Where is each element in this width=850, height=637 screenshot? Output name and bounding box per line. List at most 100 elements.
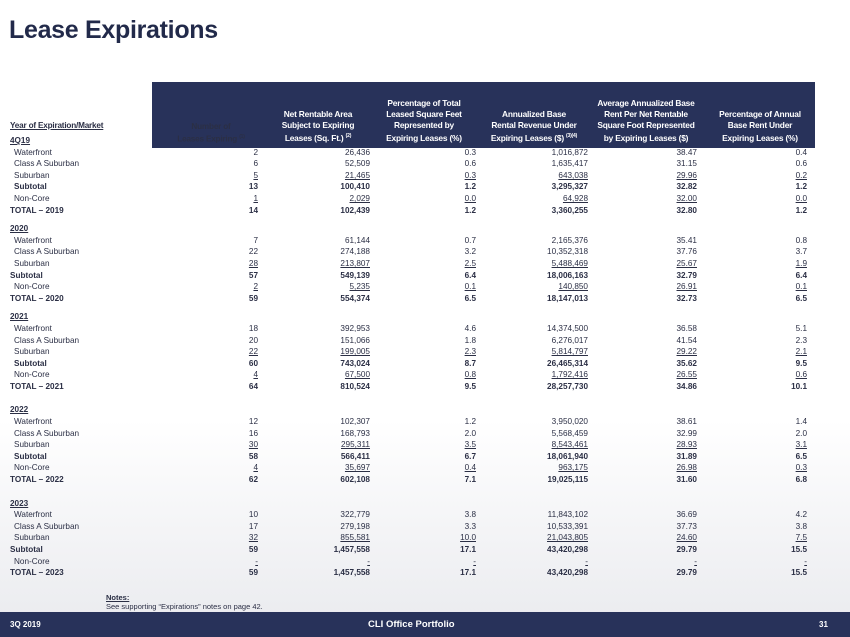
header-line: Expiring Leases ($) (3)(4) <box>474 131 594 144</box>
cell-value: 0.6 <box>795 370 807 380</box>
cell-value: 14,374,500 <box>547 323 588 333</box>
cell-value: 2.3 <box>464 347 476 357</box>
cell-value: 199,005 <box>340 347 370 357</box>
table-row: Class A Suburban 16 168,793 2.0 5,568,459 32.… <box>0 428 850 440</box>
table-row: Suburban 28 213,807 2.5 5,488,469 25.67 1.9 <box>0 258 850 270</box>
cell-value: 6 <box>253 159 258 169</box>
table-row: Class A Suburban 17 279,198 3.3 10,533,391 37… <box>0 521 850 533</box>
cell-value: 8.7 <box>464 358 476 368</box>
table-row: Non-Core 1 2,029 0.0 64,928 32.00 0.0 <box>0 193 850 205</box>
row-label: Suburban <box>14 440 50 450</box>
cell-value: 0.0 <box>795 193 807 203</box>
cell-value: 5,235 <box>349 282 371 292</box>
cell-value: 29.79 <box>676 568 698 578</box>
header-text: Leases Expiring <box>177 134 238 144</box>
header-text: by Expiring Leases ($) <box>603 133 689 143</box>
row-label: TOTAL – 2022 <box>10 475 64 485</box>
cell-value: 28,257,730 <box>547 381 588 391</box>
cell-value: 2,029 <box>349 193 371 203</box>
cell-value: 0.1 <box>795 282 807 292</box>
cell-value: - <box>255 556 258 566</box>
table-row: Waterfront 10 322,779 3.8 11,843,102 36.69 4.2 <box>0 509 850 521</box>
cell-value: 20 <box>248 335 258 345</box>
footnote-ref: (2) <box>345 133 352 140</box>
cell-value: 21,043,805 <box>547 533 588 543</box>
cell-value: 5.1 <box>795 323 807 333</box>
header-text: Square Foot Represented <box>597 120 695 131</box>
header-text: Subject to Expiring <box>281 120 355 131</box>
cell-value: 43,420,298 <box>547 545 588 554</box>
cell-value: 17.1 <box>460 568 476 578</box>
table-row: Class A Suburban 20 151,066 1.8 6,276,017 41.… <box>0 335 850 347</box>
table-row: Non-Core - - - - - - <box>0 556 850 568</box>
cell-value: 41.54 <box>676 335 698 345</box>
header-line: Leases (Sq. Ft.) (2) <box>258 131 378 144</box>
cell-value: 140,850 <box>558 282 588 292</box>
header-line: Expiring Leases (%) <box>700 131 820 144</box>
cell-value: 4 <box>253 463 258 473</box>
year-label: 2022 <box>10 405 29 415</box>
table-row: TOTAL – 2023 59 1,457,558 17.1 43,420,298 29.… <box>0 567 850 579</box>
cell-value: 15.5 <box>791 545 807 554</box>
cell-value: 566,411 <box>340 451 370 461</box>
cell-value: 24.60 <box>676 533 698 543</box>
column-header: Net Rentable Area Subject to Expiring Leas… <box>258 109 378 144</box>
cell-value: 102,307 <box>340 417 370 427</box>
cell-value: 6.7 <box>464 451 476 461</box>
cell-value: 31.89 <box>676 451 698 461</box>
cell-value: 3.5 <box>464 440 476 450</box>
cell-value: - <box>585 556 588 566</box>
cell-value: 1.8 <box>464 335 476 345</box>
cell-value: 26,436 <box>344 147 370 157</box>
row-label: Class A Suburban <box>14 521 80 531</box>
page-title: Lease Expirations <box>9 16 218 44</box>
cell-value: 67,500 <box>344 370 370 380</box>
cell-value: 32.82 <box>676 182 698 192</box>
row-label: TOTAL – 2019 <box>10 205 64 215</box>
header-line: Annualized Base <box>474 109 594 120</box>
footnote-ref: (1) <box>239 134 245 140</box>
header-text: Expiring Leases (%) <box>722 133 798 143</box>
cell-value: 31.60 <box>676 475 698 485</box>
table-row: Suburban 32 855,581 10.0 21,043,805 24.60 7.5 <box>0 532 850 544</box>
cell-value: 15.5 <box>791 568 807 578</box>
cell-value: 4.6 <box>464 323 476 333</box>
cell-value: 28 <box>248 258 258 268</box>
year-row: 2023 <box>0 498 850 510</box>
header-text: Percentage of Annual <box>719 109 801 120</box>
cell-value: 5,488,469 <box>551 258 588 268</box>
table-row: Waterfront 7 61,144 0.7 2,165,376 35.41 0.8 <box>0 235 850 247</box>
cell-value: 57 <box>248 270 258 280</box>
cell-value: 168,793 <box>340 428 370 438</box>
cell-value: 21,465 <box>344 170 370 180</box>
table-row: Non-Core 4 67,500 0.8 1,792,416 26.55 0.6 <box>0 369 850 381</box>
cell-value: 5,568,459 <box>551 428 588 438</box>
cell-value: 6.8 <box>795 475 807 485</box>
cell-value: 60 <box>248 358 258 368</box>
header-line: Represented by <box>364 120 484 131</box>
header-line: Percentage of Annual <box>700 109 820 120</box>
cell-value: 1,016,872 <box>551 147 588 157</box>
cell-value: 1.9 <box>795 258 807 268</box>
cell-value: 32.80 <box>676 205 698 215</box>
cell-value: 62 <box>248 475 258 485</box>
table-row: TOTAL – 2021 64 810,524 9.5 28,257,730 34.86 1… <box>0 381 850 393</box>
cell-value: 10 <box>248 510 258 520</box>
row-label: Class A Suburban <box>14 159 80 169</box>
cell-value: 36.58 <box>676 323 698 333</box>
cell-value: 4.2 <box>795 510 807 520</box>
cell-value: 1 <box>253 193 258 203</box>
footer-period: 3Q 2019 <box>10 620 41 629</box>
cell-value: 26,465,314 <box>547 358 588 368</box>
cell-value: 4 <box>253 370 258 380</box>
cell-value: 0.0 <box>464 193 476 203</box>
cell-value: 0.3 <box>795 463 807 473</box>
year-label: 2023 <box>10 498 29 508</box>
row-label: Non-Core <box>14 556 50 566</box>
header-text: Annualized Base <box>501 109 567 120</box>
table-row: TOTAL – 2022 62 602,108 7.1 19,025,115 31.60 6… <box>0 474 850 486</box>
cell-value: 0.3 <box>464 147 476 157</box>
row-label: TOTAL – 2020 <box>10 293 64 303</box>
header-line: Rental Revenue Under <box>474 120 594 131</box>
year-label: 4Q19 <box>10 136 31 145</box>
